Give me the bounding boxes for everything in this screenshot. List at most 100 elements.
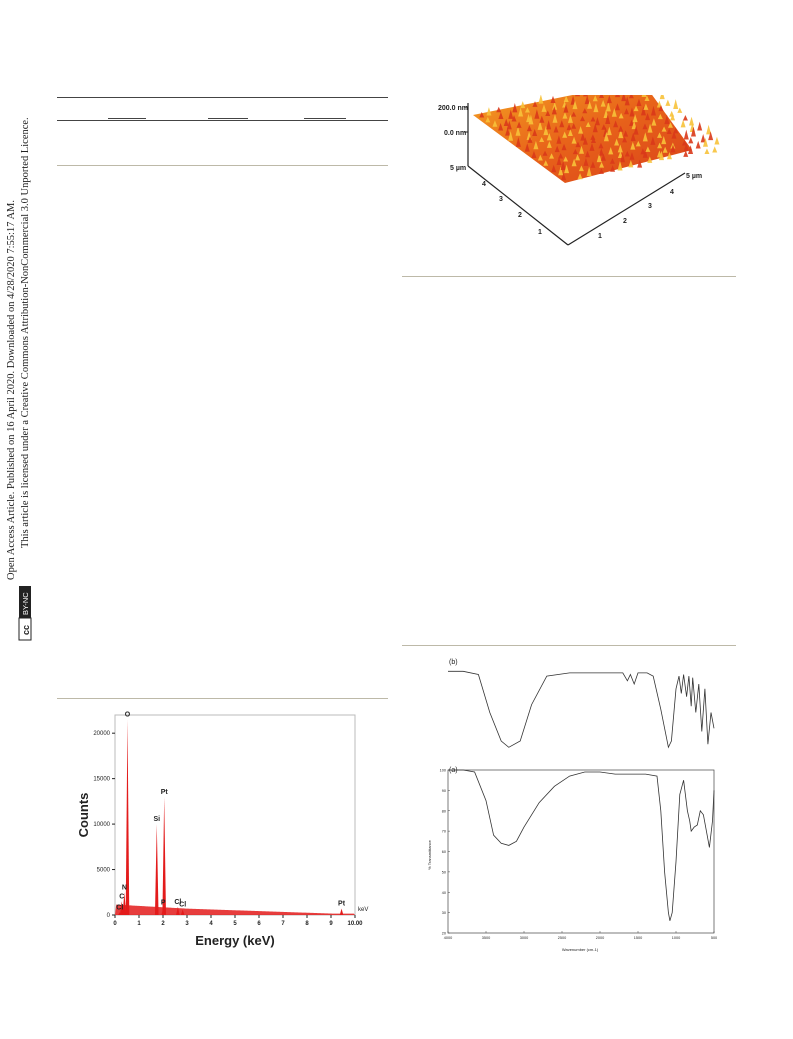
afm-bump xyxy=(543,125,549,136)
afm-bump xyxy=(680,119,686,128)
afm-bump xyxy=(642,132,648,142)
afm-bump xyxy=(584,95,590,105)
afm-bump xyxy=(599,162,605,168)
afm-bump xyxy=(546,141,552,148)
afm-bump xyxy=(661,126,667,132)
afm-bump xyxy=(673,99,679,109)
eds-chart: 0 5000 10000 15000 20000 0 1 2 3 4 5 6 7 8 9 10.00 Cl C N… xyxy=(70,705,380,955)
afm-bump xyxy=(642,148,648,158)
afm-x-end-label: 5 µm xyxy=(686,173,702,180)
afm-bump xyxy=(575,141,581,148)
eds-peak xyxy=(125,719,130,915)
afm-bump xyxy=(586,166,592,177)
eds-peak xyxy=(154,824,159,915)
afm-bump xyxy=(603,131,609,142)
afm-bump xyxy=(492,120,498,127)
afm-bump xyxy=(567,129,573,137)
eds-peak-label: Cl xyxy=(179,902,186,909)
afm-bump xyxy=(665,99,671,106)
afm-bump xyxy=(708,131,714,141)
eds-peak xyxy=(180,909,185,915)
afm-bump xyxy=(585,121,591,127)
afm-bump xyxy=(508,109,514,119)
afm-bump xyxy=(624,108,630,115)
licence-sidebar: Open Access Article. Published on 16 Apr… xyxy=(2,0,36,660)
afm-bump xyxy=(563,103,569,113)
afm-bump xyxy=(551,164,557,173)
licence-sidebar-svg: Open Access Article. Published on 16 Apr… xyxy=(6,117,32,641)
ftir-y-tick-label: 40 xyxy=(442,891,446,895)
afm-bump xyxy=(598,168,604,174)
afm-y-tick-1: 1 xyxy=(538,229,542,236)
eds-x-tick-label: 1 xyxy=(137,921,141,927)
afm-bump xyxy=(600,153,606,161)
afm-bump xyxy=(498,123,504,131)
afm-bump xyxy=(520,101,526,109)
ftir-series-a-line xyxy=(448,769,715,921)
afm-bump xyxy=(606,95,612,104)
afm-bump xyxy=(506,120,512,130)
afm-bump xyxy=(643,103,649,110)
afm-bump xyxy=(682,115,688,121)
afm-bump xyxy=(578,126,584,134)
eds-peak xyxy=(119,901,124,915)
ftir-y-tick-label: 90 xyxy=(442,789,446,793)
afm-bump xyxy=(546,132,552,141)
afm-bump xyxy=(526,125,532,132)
afm-x-tick-2: 2 xyxy=(623,218,627,225)
afm-bump xyxy=(657,132,663,138)
afm-bump xyxy=(563,95,569,103)
afm-bump xyxy=(527,136,533,143)
eds-unit-label: keV xyxy=(358,907,368,913)
afm-bump xyxy=(629,107,635,117)
afm-bump xyxy=(593,103,599,113)
afm-bump xyxy=(706,124,712,135)
eds-y-tick-label: 5000 xyxy=(97,868,111,874)
ftir-x-tick-label: 1500 xyxy=(634,936,642,940)
afm-bump xyxy=(606,126,612,136)
afm-bump xyxy=(594,117,600,126)
table-bottom-rule xyxy=(57,165,388,166)
afm-bump xyxy=(571,136,577,144)
afm-bump xyxy=(571,158,577,167)
afm-bump xyxy=(650,136,656,145)
figure-separator-right-1 xyxy=(402,276,736,277)
afm-bump xyxy=(558,153,564,159)
afm-bump xyxy=(609,158,615,164)
afm-bump xyxy=(600,99,606,107)
afm-bump xyxy=(605,113,611,124)
afm-bump xyxy=(618,112,624,119)
afm-bump xyxy=(598,142,604,149)
afm-bump xyxy=(496,106,502,113)
afm-bump xyxy=(622,136,628,143)
ftir-y-axis-title: % Transmittance xyxy=(427,839,432,870)
afm-bump xyxy=(564,164,570,174)
afm-bump xyxy=(605,101,611,112)
afm-bump xyxy=(563,156,569,162)
afm-bump xyxy=(596,153,602,163)
afm-bump xyxy=(592,95,598,102)
afm-bump xyxy=(689,116,695,126)
afm-bump xyxy=(532,129,538,137)
afm-bump xyxy=(524,107,530,113)
afm-bump xyxy=(617,160,623,171)
eds-chart-svg: 0 5000 10000 15000 20000 0 1 2 3 4 5 6 7 8 9 10.00 Cl CN… xyxy=(76,712,368,948)
afm-z-zero-label: 0.0 nm xyxy=(444,130,466,137)
afm-bump xyxy=(539,136,545,143)
afm-bump xyxy=(579,145,585,154)
afm-bump xyxy=(518,107,524,117)
table-top-rule xyxy=(57,97,388,98)
afm-bump xyxy=(498,111,504,120)
afm-bump xyxy=(630,141,636,150)
ftir-y-tick-label: 60 xyxy=(442,850,446,854)
afm-bump xyxy=(608,147,614,155)
eds-peak-label: P xyxy=(161,900,166,907)
by-nc-badge xyxy=(19,586,31,618)
afm-bump xyxy=(611,108,617,117)
afm-x-tick-3: 3 xyxy=(648,203,652,210)
afm-bump xyxy=(486,107,492,116)
afm-bump xyxy=(681,139,687,146)
afm-bump xyxy=(657,142,663,149)
afm-bump xyxy=(637,159,643,168)
ftir-y-tick-label: 100 xyxy=(440,769,446,773)
